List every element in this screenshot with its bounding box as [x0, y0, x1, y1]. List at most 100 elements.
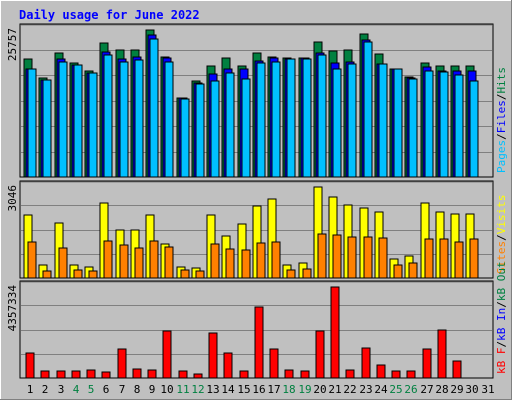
x-tick-day-28: 28 — [435, 383, 448, 396]
x-tick-day-23: 23 — [359, 383, 372, 396]
bar-pages-day-29 — [454, 74, 464, 178]
bar-kbytes-day-15 — [239, 370, 249, 379]
x-tick-day-6: 6 — [103, 383, 110, 396]
bar-kbytes-day-16 — [254, 306, 264, 379]
bar-pages-day-30 — [469, 80, 479, 178]
bar-sites-day-26 — [408, 262, 418, 279]
x-tick-day-3: 3 — [58, 383, 65, 396]
bar-sites-day-20 — [317, 233, 327, 279]
bar-pages-day-26 — [408, 78, 418, 178]
bar-sites-day-6 — [103, 240, 113, 279]
bar-pages-day-14 — [225, 72, 235, 178]
bar-sites-day-9 — [149, 240, 159, 279]
bar-pages-day-2 — [42, 79, 52, 178]
x-tick-day-5: 5 — [88, 383, 95, 396]
bar-kbytes-day-1 — [25, 352, 35, 379]
bar-kbytes-day-10 — [162, 330, 172, 379]
bar-kbytes-day-18 — [284, 369, 294, 379]
bar-pages-day-10 — [164, 61, 174, 178]
bar-sites-day-24 — [378, 237, 388, 279]
x-tick-day-19: 19 — [298, 383, 311, 396]
legend-item-kb-f: kB F — [495, 348, 508, 375]
bar-sites-day-2 — [42, 270, 52, 279]
bar-kbytes-day-5 — [86, 369, 96, 379]
bar-kbytes-day-17 — [269, 348, 279, 379]
legend-separator: / — [495, 94, 508, 101]
bar-pages-day-12 — [195, 83, 205, 178]
bar-sites-day-1 — [27, 241, 37, 279]
bar-kbytes-day-29 — [452, 360, 462, 379]
bar-pages-day-17 — [271, 61, 281, 178]
bar-kbytes-day-26 — [406, 370, 416, 379]
bar-pages-day-21 — [332, 68, 342, 178]
bar-sites-day-22 — [347, 236, 357, 279]
bar-pages-day-8 — [134, 59, 144, 178]
kbytes-panel: 4357334 — [6, 280, 494, 379]
x-tick-day-14: 14 — [221, 383, 235, 396]
bar-pages-day-28 — [439, 71, 449, 178]
bar-kbytes-day-11 — [178, 370, 188, 379]
legend-separator: / — [495, 341, 508, 348]
bar-kbytes-day-8 — [132, 368, 142, 379]
bar-kbytes-day-20 — [315, 330, 325, 379]
x-tick-day-11: 11 — [176, 383, 189, 396]
x-tick-day-2: 2 — [42, 383, 49, 396]
kbytes-max-label: 4357334 — [6, 285, 19, 332]
x-tick-day-25: 25 — [389, 383, 402, 396]
legend-separator: / — [495, 301, 508, 308]
hits-legend-text: Pages/Files/Hits — [495, 67, 508, 173]
legend-item-pages: Pages — [495, 140, 508, 173]
bar-sites-day-8 — [134, 247, 144, 279]
x-axis-labels: 1 2 3 4 5 6 7 8 9 10 11 12 13 14 15 16 17 18 19 20 21 22 23 24 2… — [27, 383, 495, 396]
legend-item-hits: Hits — [495, 67, 508, 94]
hits-series-pages — [27, 38, 479, 178]
bar-kbytes-day-19 — [300, 370, 310, 379]
x-tick-day-13: 13 — [206, 383, 219, 396]
bar-pages-day-13 — [210, 80, 220, 178]
bar-pages-day-15 — [241, 78, 251, 178]
bar-sites-day-5 — [88, 270, 98, 279]
bar-kbytes-day-22 — [345, 369, 355, 379]
x-tick-day-4: 4 — [73, 383, 80, 396]
bar-kbytes-day-25 — [391, 370, 401, 379]
bar-sites-day-29 — [454, 241, 464, 279]
bar-sites-day-16 — [256, 242, 266, 279]
legend-separator: / — [495, 133, 508, 140]
bar-sites-day-12 — [195, 270, 205, 279]
bar-sites-day-23 — [363, 236, 373, 279]
x-tick-day-10: 10 — [160, 383, 173, 396]
chart-title: Daily usage for June 2022 — [19, 8, 200, 22]
bar-sites-day-28 — [439, 238, 449, 279]
bar-kbytes-day-4 — [71, 370, 81, 379]
bar-sites-day-11 — [180, 269, 190, 279]
bar-sites-day-21 — [332, 234, 342, 279]
bar-sites-day-18 — [286, 269, 296, 279]
x-tick-day-18: 18 — [282, 383, 295, 396]
bar-kbytes-day-6 — [101, 371, 111, 379]
bar-pages-day-19 — [302, 58, 312, 178]
x-tick-day-22: 22 — [343, 383, 356, 396]
bar-pages-day-27 — [424, 70, 434, 178]
x-tick-day-16: 16 — [252, 383, 265, 396]
bar-kbytes-day-12 — [193, 373, 203, 379]
bar-sites-day-10 — [164, 246, 174, 279]
visits-max-label: 3046 — [6, 185, 19, 212]
bar-sites-day-3 — [58, 247, 68, 279]
bar-pages-day-11 — [180, 98, 190, 178]
legend-separator: / — [495, 234, 508, 241]
bar-pages-day-4 — [73, 64, 83, 178]
legend-item-visits: Visits — [495, 195, 508, 235]
bar-pages-day-22 — [347, 63, 357, 178]
bar-pages-day-7 — [119, 61, 129, 178]
bar-pages-day-16 — [256, 62, 266, 178]
x-tick-day-17: 17 — [267, 383, 280, 396]
bar-sites-day-25 — [393, 264, 403, 279]
bar-sites-day-7 — [119, 244, 129, 279]
bar-sites-day-30 — [469, 238, 479, 279]
bar-pages-day-24 — [378, 63, 388, 178]
bar-kbytes-day-24 — [376, 364, 386, 379]
bar-kbytes-day-23 — [361, 347, 371, 379]
kbytes-legend: kB F/kB In/kB Out — [495, 261, 508, 374]
bar-pages-day-1 — [27, 68, 37, 178]
